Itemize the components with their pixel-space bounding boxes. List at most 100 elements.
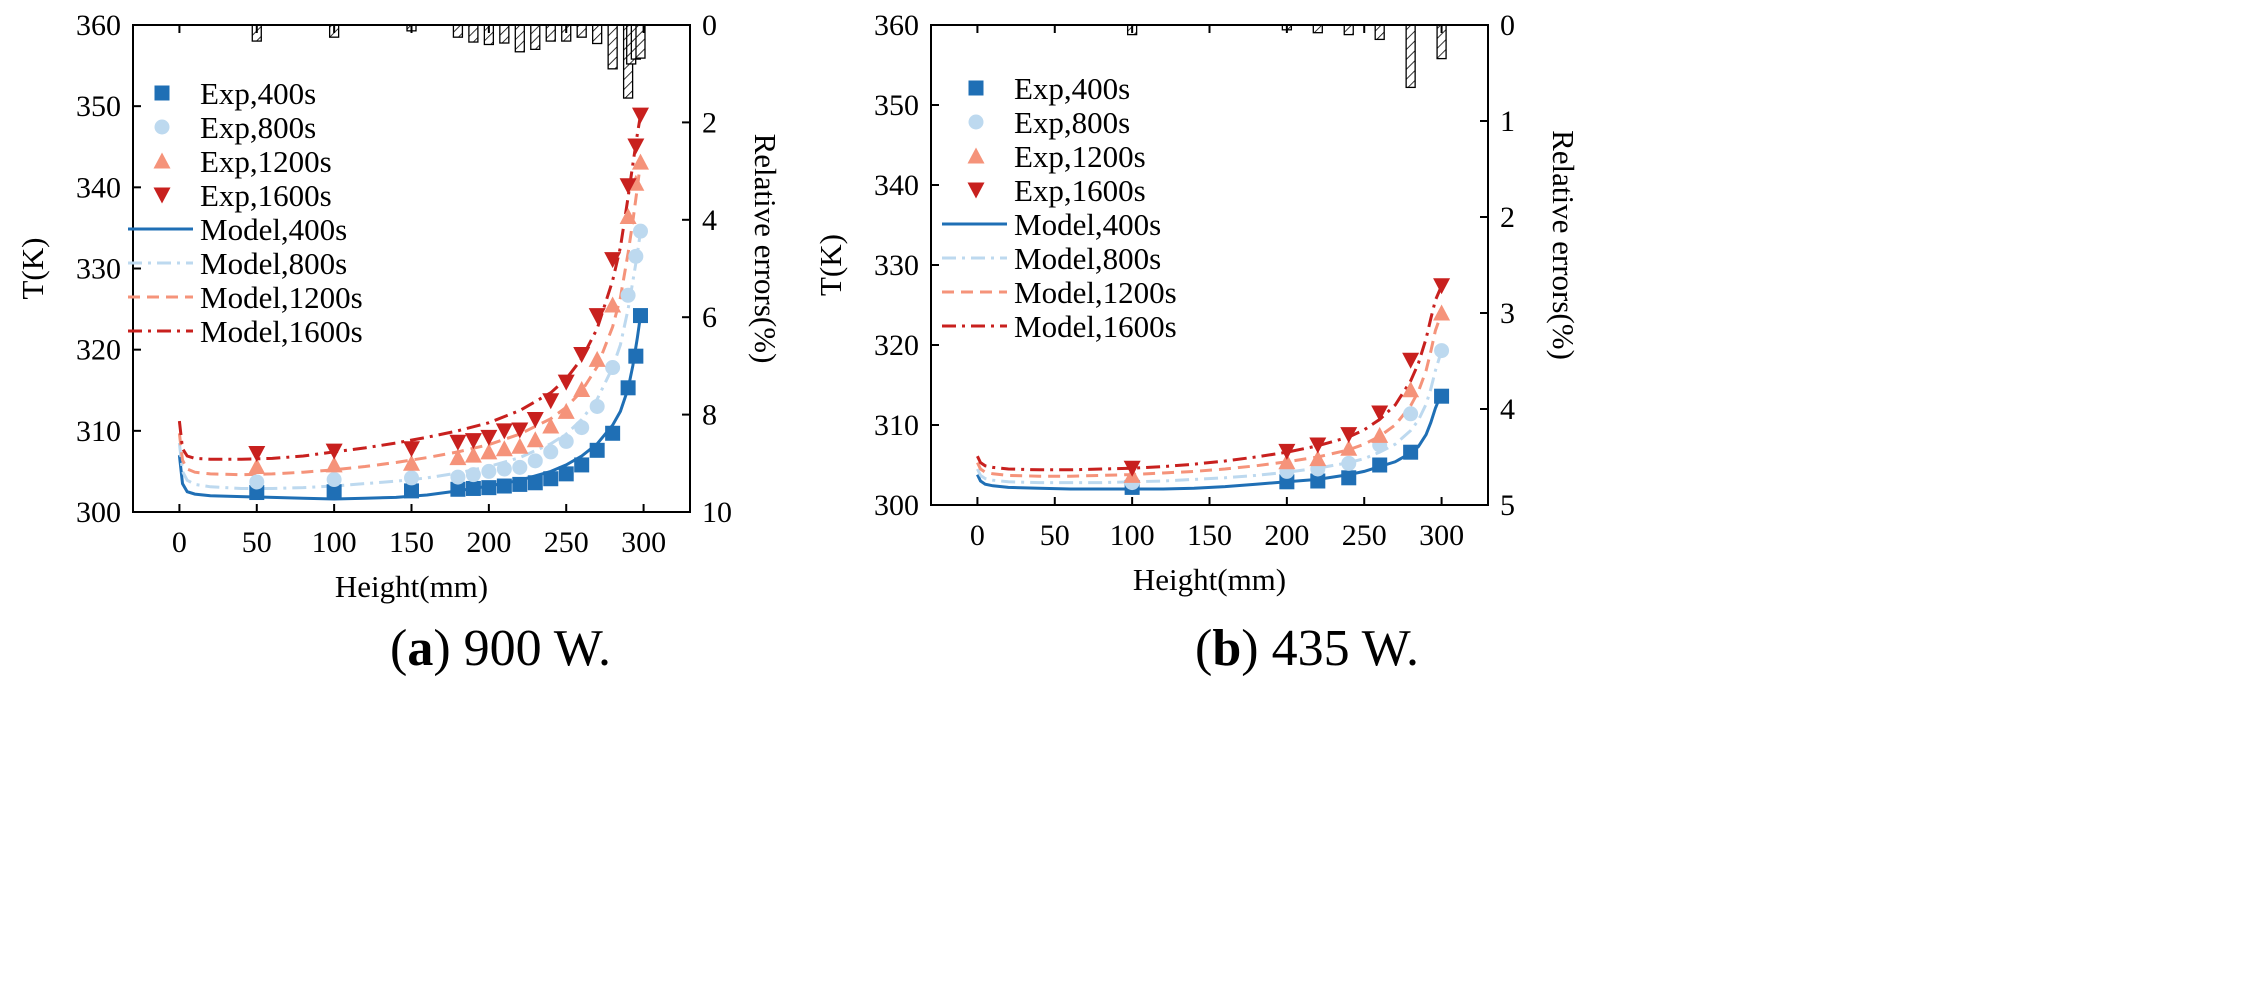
exp-series-3-a xyxy=(248,153,649,475)
exp-point xyxy=(557,374,575,391)
error-bar xyxy=(545,24,556,42)
exp-point xyxy=(450,481,466,497)
y-tick-label: 340 xyxy=(874,169,919,202)
exp-point xyxy=(403,441,420,458)
caption-b: (b) 435 W. xyxy=(1195,620,1419,677)
exp-point xyxy=(481,480,497,496)
x-tick-label: 250 xyxy=(1342,519,1387,552)
exp-point xyxy=(527,475,543,491)
y2-axis-title: Relative errors(%) xyxy=(748,134,783,364)
y2-tick-label: 10 xyxy=(702,496,732,529)
exp-point xyxy=(1433,278,1451,295)
error-bar xyxy=(499,24,510,44)
y-axis-title: T(K) xyxy=(813,234,848,296)
y-tick-label: 310 xyxy=(874,409,919,442)
error-bar xyxy=(530,24,541,51)
exp-point xyxy=(449,434,467,451)
x-tick-label: 300 xyxy=(621,526,666,559)
exp-point xyxy=(574,457,590,473)
exp-point xyxy=(404,470,419,486)
y-axis-title: T(K) xyxy=(15,238,50,300)
legend-marker xyxy=(154,119,170,135)
y-tick-label: 340 xyxy=(76,171,121,204)
exp-point xyxy=(632,223,648,239)
x-tick-label: 0 xyxy=(172,526,187,559)
caption-a: (a) 900 W. xyxy=(390,620,611,677)
legend-marker xyxy=(153,187,171,204)
exp-point xyxy=(1433,304,1451,321)
exp-point xyxy=(480,429,498,446)
y2-tick-label: 5 xyxy=(1500,489,1515,522)
exp-point xyxy=(1341,470,1357,486)
y2-tick-label: 3 xyxy=(1500,297,1515,330)
exp-point xyxy=(512,476,528,492)
exp-point xyxy=(465,467,481,483)
exp-point xyxy=(604,296,622,313)
y2-tick-label: 0 xyxy=(1500,9,1515,42)
exp-point xyxy=(249,474,265,490)
exp-point xyxy=(1309,437,1327,454)
x-axis-title: Height(mm) xyxy=(1133,562,1286,597)
model-line-4-b xyxy=(976,285,1443,472)
y-tick-label: 330 xyxy=(76,253,121,286)
exp-point xyxy=(619,208,637,225)
exp-point xyxy=(1279,474,1295,490)
exp-point xyxy=(628,248,644,264)
legend-label: Exp,1600s xyxy=(200,178,332,213)
legend-label: Exp,1200s xyxy=(1014,139,1146,174)
exp-point xyxy=(1309,450,1327,467)
exp-point xyxy=(1403,406,1419,422)
exp-point xyxy=(1402,352,1420,369)
exp-point xyxy=(558,466,574,482)
legend-label: Model,1200s xyxy=(200,280,363,315)
exp-point xyxy=(619,178,637,195)
x-tick-label: 50 xyxy=(1040,519,1070,552)
exp-point xyxy=(326,484,342,500)
y-tick-label: 300 xyxy=(874,489,919,522)
exp-point xyxy=(589,442,605,458)
y2-tick-label: 4 xyxy=(702,204,717,237)
exp-point xyxy=(1372,457,1388,473)
exp-point xyxy=(1341,455,1357,471)
legend-label: Model,1600s xyxy=(200,314,363,349)
legend-a: Exp,400sExp,800sExp,1200sExp,1600sModel,… xyxy=(128,76,363,349)
exp-series-1-b xyxy=(1124,388,1450,495)
x-tick-label: 100 xyxy=(312,526,357,559)
legend-label: Exp,400s xyxy=(200,76,316,111)
exp-point xyxy=(1278,453,1296,470)
exp-point xyxy=(496,478,512,494)
chart-a: 0 50 100 150 200 250 300 300 310 320 330 340 350 360 0… xyxy=(15,9,783,677)
exp-series-4-a xyxy=(248,107,649,463)
exp-point xyxy=(325,456,343,473)
y2-tick-label: 8 xyxy=(702,399,717,432)
legend-marker xyxy=(154,85,170,101)
exp-point xyxy=(543,444,559,460)
legend-label: Model,400s xyxy=(200,212,347,247)
y-tick-label: 350 xyxy=(76,90,121,123)
exp-point xyxy=(326,472,342,488)
exp-point xyxy=(464,446,482,463)
error-bar xyxy=(592,24,603,45)
exp-point xyxy=(631,153,649,170)
exp-point xyxy=(248,458,266,475)
exp-point xyxy=(632,308,648,324)
exp-point xyxy=(403,454,420,471)
model-line-2-b xyxy=(976,350,1444,485)
x-tick-label: 150 xyxy=(1187,519,1232,552)
y2-tick-label: 2 xyxy=(702,106,717,139)
legend-label: Model,1200s xyxy=(1014,275,1177,310)
exp-point xyxy=(542,393,560,410)
legend-label: Model,800s xyxy=(1014,241,1161,276)
error-bar xyxy=(1343,24,1354,36)
exp-point xyxy=(480,443,498,460)
model-line-1-b xyxy=(976,392,1443,491)
exp-point xyxy=(465,480,481,496)
exp-point xyxy=(620,380,636,396)
exp-point xyxy=(511,437,529,454)
exp-point xyxy=(249,485,265,501)
exp-point xyxy=(1403,444,1419,460)
exp-point xyxy=(526,411,544,428)
exp-point xyxy=(1340,427,1358,444)
legend-marker xyxy=(967,182,985,199)
